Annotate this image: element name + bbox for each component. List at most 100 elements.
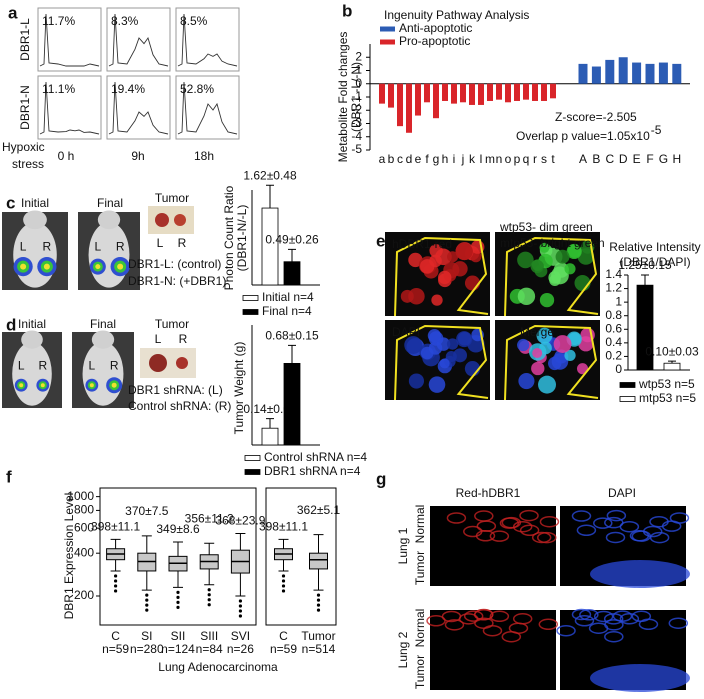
y-tick-label: 0.6 bbox=[605, 321, 622, 335]
error-bar bbox=[266, 185, 274, 208]
n-label: n=59 bbox=[270, 642, 297, 656]
mean-label: 370±7.5 bbox=[125, 504, 169, 518]
mean-label: 398±11.1 bbox=[259, 520, 308, 534]
chart-title: (DBR1/DAPI) bbox=[619, 255, 690, 269]
bar bbox=[672, 64, 681, 84]
signal bbox=[117, 264, 123, 270]
cell bbox=[540, 293, 554, 307]
cell bbox=[440, 358, 450, 368]
cell bbox=[518, 288, 535, 305]
bar bbox=[433, 84, 439, 118]
bar bbox=[592, 67, 601, 84]
x-tick-label: m bbox=[485, 152, 495, 166]
cell bbox=[556, 250, 570, 264]
tumor-region bbox=[590, 664, 690, 692]
side-label: L bbox=[157, 236, 164, 250]
side-label: R bbox=[179, 332, 188, 346]
outlier bbox=[176, 596, 179, 599]
percentage: 8.5% bbox=[180, 14, 208, 28]
y-tick-label: 0.4 bbox=[605, 335, 622, 349]
x-tick-label: c bbox=[397, 152, 403, 166]
legend-label: Control shRNA n=4 bbox=[264, 450, 367, 464]
error-bar bbox=[641, 275, 649, 285]
note: DBR1 shRNA: (L) bbox=[128, 383, 223, 397]
mouse-body bbox=[83, 342, 124, 406]
tumor bbox=[149, 354, 167, 372]
time-label: 9h bbox=[131, 149, 144, 163]
image-label: mtp53- bright green bbox=[500, 236, 605, 250]
n-label: n=280 bbox=[130, 642, 164, 656]
y-axis-label: Metabolite Fold changes bbox=[336, 32, 350, 163]
bar bbox=[424, 84, 430, 103]
signal bbox=[19, 383, 23, 387]
cell bbox=[452, 261, 467, 276]
annotation: Z-score=-2.505 bbox=[555, 110, 637, 124]
panel-label: b bbox=[342, 1, 352, 20]
bar bbox=[496, 84, 502, 100]
cell bbox=[456, 331, 472, 347]
cell bbox=[538, 376, 556, 394]
x-tick-label: k bbox=[469, 152, 476, 166]
bar bbox=[284, 262, 300, 285]
n-label: n=514 bbox=[302, 642, 336, 656]
panel-label: g bbox=[376, 469, 386, 488]
x-tick-label: d bbox=[406, 152, 413, 166]
legend-swatch bbox=[243, 310, 258, 315]
side-label: R bbox=[178, 236, 187, 250]
outlier bbox=[208, 593, 211, 596]
image-header: Tumor bbox=[155, 317, 189, 331]
panel-label: d bbox=[6, 315, 16, 334]
x-tick-label: t bbox=[551, 152, 555, 166]
n-label: n=59 bbox=[102, 642, 129, 656]
error-bar bbox=[288, 249, 296, 261]
panel-label: e bbox=[376, 231, 385, 250]
legend-swatch bbox=[380, 27, 395, 32]
signal bbox=[90, 383, 94, 387]
annotation-superscript: -5 bbox=[651, 123, 662, 137]
error-bar bbox=[288, 345, 296, 363]
side-label: R bbox=[38, 358, 47, 372]
outlier bbox=[239, 614, 242, 617]
cell bbox=[408, 288, 425, 305]
y-tick-label: 0.8 bbox=[605, 308, 622, 322]
y-tick-label: 0 bbox=[615, 362, 622, 376]
outlier bbox=[239, 604, 242, 607]
bar bbox=[632, 63, 641, 84]
cell bbox=[438, 271, 451, 284]
cell bbox=[421, 347, 434, 360]
outlier bbox=[114, 584, 117, 587]
cell bbox=[431, 294, 442, 305]
error-bar bbox=[266, 419, 274, 429]
side-label: R bbox=[110, 358, 119, 372]
region-label: Tumor bbox=[413, 655, 427, 689]
chart-title: Ingenuity Pathway Analysis bbox=[384, 8, 529, 22]
outlier bbox=[317, 609, 320, 612]
image-header: Tumor bbox=[155, 191, 189, 205]
image-header: DAPI bbox=[608, 486, 636, 500]
y-axis-label: DBR1 Expression Level bbox=[62, 493, 76, 620]
outlier bbox=[176, 591, 179, 594]
bar bbox=[659, 63, 668, 84]
legend-label: Pro-apoptotic bbox=[399, 34, 470, 48]
bar bbox=[605, 60, 614, 84]
image-header: Final bbox=[97, 196, 123, 210]
legend-label: wtp53 n=5 bbox=[638, 377, 695, 391]
x-tick-label: SII bbox=[171, 629, 186, 643]
region-label: Normal bbox=[413, 505, 427, 544]
cell bbox=[465, 275, 480, 290]
side-label: L bbox=[88, 358, 95, 372]
outlier bbox=[282, 579, 285, 582]
value-label: 0.49±0.26 bbox=[265, 233, 319, 247]
cell bbox=[554, 335, 572, 353]
outlier bbox=[145, 604, 148, 607]
percentage: 11.1% bbox=[42, 82, 75, 96]
bar bbox=[451, 84, 457, 104]
outlier bbox=[114, 574, 117, 577]
signal bbox=[41, 383, 45, 387]
signal bbox=[44, 264, 50, 270]
percentage: 52.8% bbox=[180, 82, 214, 96]
legend-swatch bbox=[380, 40, 395, 45]
bar bbox=[664, 363, 680, 370]
legend-swatch bbox=[243, 296, 258, 301]
